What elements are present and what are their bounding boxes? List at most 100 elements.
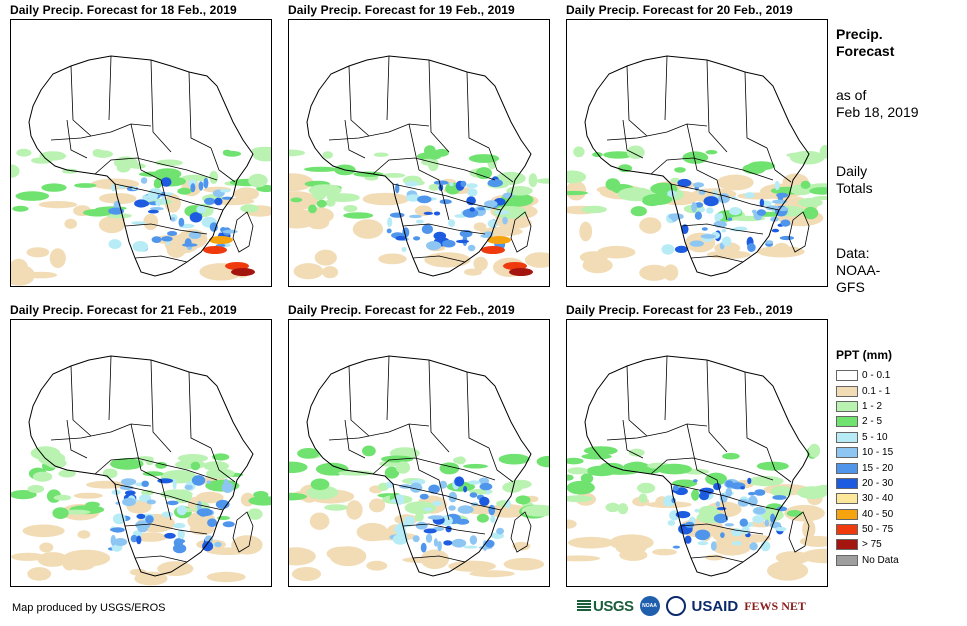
rain-patch xyxy=(417,152,442,161)
heavy-rain-cell xyxy=(406,194,421,202)
legend-item: 2 - 5 xyxy=(836,414,899,429)
heavy-rain-cell xyxy=(204,197,216,205)
rain-patch xyxy=(770,486,793,497)
heavy-rain-cell xyxy=(176,505,187,516)
heavy-rain-cell xyxy=(404,181,419,187)
africa-coastline xyxy=(306,55,532,277)
heavy-rain-cell xyxy=(478,477,490,485)
dry-patch xyxy=(663,264,679,281)
rain-patch xyxy=(141,489,154,496)
country-border xyxy=(130,123,172,221)
legend-swatch xyxy=(836,477,858,489)
heavy-rain-cell xyxy=(713,513,729,524)
legend-item: 5 - 10 xyxy=(836,430,899,445)
heavy-rain-cell xyxy=(191,475,206,486)
rain-patch xyxy=(310,478,330,491)
rain-patch xyxy=(786,152,808,158)
country-border xyxy=(606,123,708,141)
dry-patch xyxy=(133,532,168,542)
country-border xyxy=(488,147,514,183)
intense-rain-cell xyxy=(203,246,227,254)
country-border xyxy=(408,123,450,221)
heavy-rain-cell xyxy=(777,194,784,202)
heavy-rain-cell xyxy=(437,540,442,552)
legend-label: 0.1 - 1 xyxy=(862,385,891,397)
heavy-rain-cell xyxy=(751,209,757,214)
country-border xyxy=(690,555,744,563)
rain-patch xyxy=(567,170,587,184)
heavy-rain-cell xyxy=(108,207,124,215)
heavy-rain-cell xyxy=(770,216,779,222)
dry-patch xyxy=(39,542,54,553)
intense-rain-cell xyxy=(209,236,233,244)
precip-field xyxy=(11,446,271,586)
heavy-rain-cell xyxy=(477,207,487,211)
heavy-rain-cell xyxy=(468,480,481,485)
heavy-rain-cell xyxy=(141,480,149,487)
country-border xyxy=(50,423,152,441)
country-border xyxy=(412,555,466,563)
heavy-rain-cell xyxy=(744,192,755,199)
rain-patch xyxy=(453,457,465,464)
country-border xyxy=(650,457,774,481)
dry-patch xyxy=(289,199,305,210)
rain-patch xyxy=(581,453,612,460)
heavy-rain-cell xyxy=(756,209,766,216)
dry-patch xyxy=(652,548,677,556)
africa-coastline xyxy=(306,355,532,577)
heavy-rain-cell xyxy=(487,178,503,188)
dry-patch xyxy=(195,491,224,504)
dry-patch xyxy=(802,519,816,539)
heavy-rain-cell xyxy=(502,216,508,225)
heavy-rain-cell xyxy=(137,524,148,533)
country-border xyxy=(188,71,212,149)
africa-coastline xyxy=(28,355,254,577)
dry-patch xyxy=(420,549,449,570)
country-border xyxy=(670,183,780,211)
rain-patch xyxy=(240,204,259,213)
country-border xyxy=(70,65,92,137)
rain-patch xyxy=(637,482,656,494)
side-title: Precip. Forecast xyxy=(836,26,894,60)
side-asof-line2: Feb 18, 2019 xyxy=(836,104,919,120)
rain-patch xyxy=(384,466,400,479)
heavy-rain-cell xyxy=(136,513,146,519)
heavy-rain-cell xyxy=(760,541,771,552)
heavy-rain-cell xyxy=(198,181,204,191)
rain-patch xyxy=(153,180,162,189)
rain-patch xyxy=(297,448,320,459)
heavy-rain-cell xyxy=(427,515,444,520)
heavy-rain-cell xyxy=(207,518,218,527)
heavy-rain-cell xyxy=(214,197,223,206)
heavy-rain-cell xyxy=(675,511,691,519)
panel-title: Daily Precip. Forecast for 18 Feb., 2019 xyxy=(10,3,237,17)
rain-patch xyxy=(617,503,629,515)
madagascar-outline xyxy=(510,511,532,553)
dry-patch xyxy=(369,498,386,513)
country-border xyxy=(348,365,370,437)
legend-item: No Data xyxy=(836,553,899,568)
heavy-rain-cell xyxy=(780,219,791,227)
side-totals-line1: Daily xyxy=(836,163,868,179)
rain-patch xyxy=(308,184,342,197)
africa-coastline xyxy=(28,55,254,277)
rain-patch xyxy=(82,208,112,217)
rain-patch xyxy=(536,455,549,468)
madagascar-outline xyxy=(788,511,810,553)
rain-patch xyxy=(116,163,131,173)
heavy-rain-cell xyxy=(672,485,679,491)
rain-patch xyxy=(786,510,803,517)
heavy-rain-cell xyxy=(496,527,504,535)
heavy-rain-cell xyxy=(694,211,702,220)
rain-patch xyxy=(12,205,29,212)
usgs-wave-icon xyxy=(577,600,591,612)
legend-label: 15 - 20 xyxy=(862,462,894,474)
heavy-rain-cell xyxy=(439,480,448,489)
country-border xyxy=(428,359,450,453)
heavy-rain-cell xyxy=(389,212,405,218)
heavy-rain-cell xyxy=(412,535,420,543)
dry-patch xyxy=(378,253,407,265)
rain-patch xyxy=(206,468,235,479)
country-border xyxy=(392,483,502,511)
heavy-rain-cell xyxy=(692,479,698,483)
